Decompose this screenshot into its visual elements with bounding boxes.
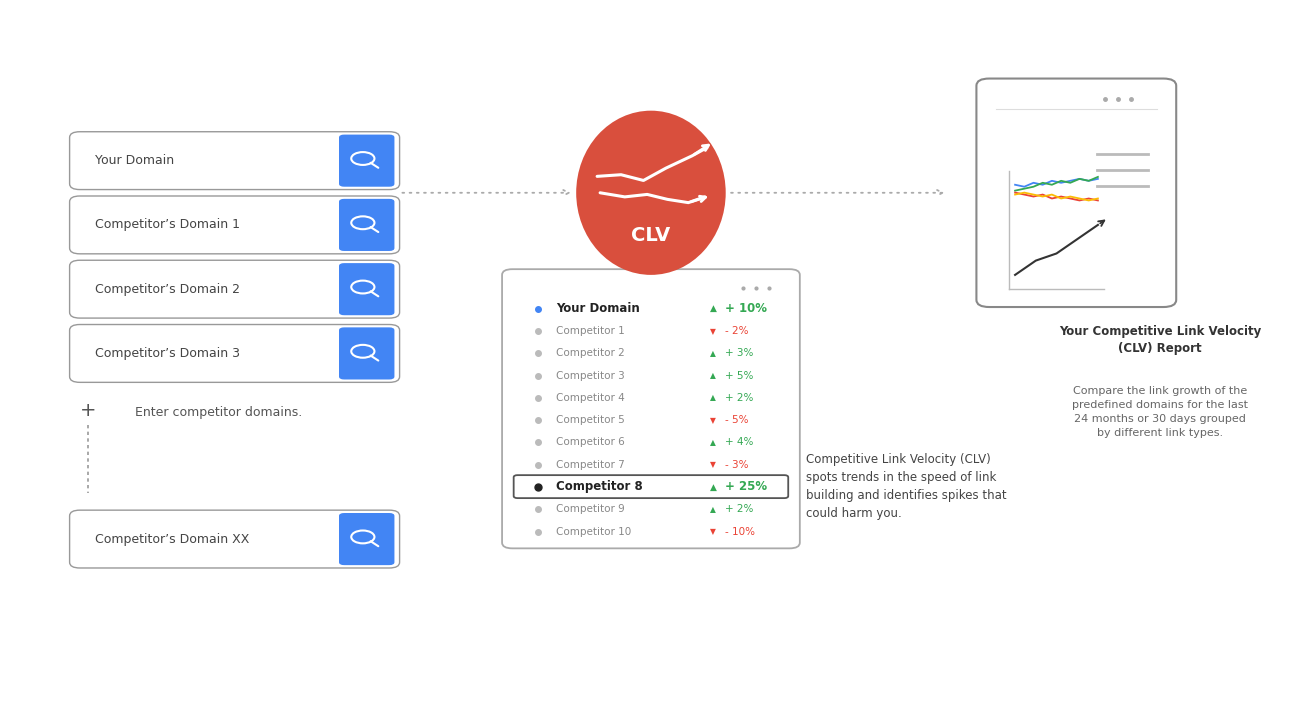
Text: ▲: ▲ — [709, 393, 715, 403]
Text: Your Competitive Link Velocity
(CLV) Report: Your Competitive Link Velocity (CLV) Rep… — [1060, 325, 1261, 355]
Text: Your Domain: Your Domain — [95, 154, 174, 167]
Text: ▼: ▼ — [709, 527, 715, 536]
Text: CLV: CLV — [632, 226, 670, 245]
Text: Competitor 2: Competitor 2 — [556, 348, 625, 358]
Text: Competitor 9: Competitor 9 — [556, 504, 625, 514]
Text: Competitor 5: Competitor 5 — [556, 415, 625, 426]
FancyBboxPatch shape — [339, 198, 394, 251]
FancyBboxPatch shape — [339, 134, 394, 187]
FancyBboxPatch shape — [339, 327, 394, 380]
FancyBboxPatch shape — [70, 261, 400, 318]
Text: + 10%: + 10% — [724, 302, 767, 316]
Text: Your Domain: Your Domain — [556, 302, 639, 316]
Text: Competitor’s Domain 3: Competitor’s Domain 3 — [95, 347, 240, 360]
Text: ▼: ▼ — [709, 416, 715, 425]
Text: Enter competitor domains.: Enter competitor domains. — [135, 406, 303, 419]
Text: Competitor 1: Competitor 1 — [556, 326, 625, 336]
Text: Competitor’s Domain 1: Competitor’s Domain 1 — [95, 218, 240, 231]
Text: + 25%: + 25% — [724, 481, 767, 493]
Text: ▲: ▲ — [709, 349, 715, 358]
Text: ▲: ▲ — [709, 438, 715, 447]
Text: ▼: ▼ — [709, 326, 715, 336]
FancyBboxPatch shape — [70, 196, 400, 253]
Text: Competitor’s Domain 2: Competitor’s Domain 2 — [95, 283, 240, 296]
Text: ▲: ▲ — [709, 371, 715, 380]
Text: + 2%: + 2% — [724, 504, 754, 514]
Text: Competitor’s Domain XX: Competitor’s Domain XX — [95, 533, 250, 545]
Text: + 2%: + 2% — [724, 393, 754, 403]
Text: + 5%: + 5% — [724, 371, 754, 381]
FancyBboxPatch shape — [503, 269, 799, 548]
Text: +: + — [80, 401, 95, 420]
Text: Competitor 4: Competitor 4 — [556, 393, 625, 403]
FancyBboxPatch shape — [70, 131, 400, 189]
Text: Competitor 6: Competitor 6 — [556, 438, 625, 448]
Text: + 4%: + 4% — [724, 438, 754, 448]
FancyBboxPatch shape — [339, 513, 394, 565]
FancyBboxPatch shape — [513, 475, 789, 498]
Text: - 2%: - 2% — [724, 326, 749, 336]
Text: Competitive Link Velocity (CLV)
spots trends in the speed of link
building and i: Competitive Link Velocity (CLV) spots tr… — [806, 453, 1007, 521]
Text: - 3%: - 3% — [724, 460, 749, 470]
Text: ▼: ▼ — [709, 461, 715, 469]
Text: ▲: ▲ — [709, 304, 717, 313]
FancyBboxPatch shape — [977, 79, 1176, 307]
FancyBboxPatch shape — [70, 510, 400, 568]
FancyBboxPatch shape — [70, 324, 400, 383]
Text: ▲: ▲ — [709, 483, 717, 491]
Text: Competitor 10: Competitor 10 — [556, 526, 632, 536]
Text: ▲: ▲ — [709, 505, 715, 514]
Text: - 10%: - 10% — [724, 526, 755, 536]
Ellipse shape — [576, 111, 726, 275]
Text: + 3%: + 3% — [724, 348, 754, 358]
Text: Competitor 8: Competitor 8 — [556, 481, 643, 493]
Text: Compare the link growth of the
predefined domains for the last
24 months or 30 d: Compare the link growth of the predefine… — [1072, 386, 1248, 438]
Text: - 5%: - 5% — [724, 415, 749, 426]
Text: Competitor 7: Competitor 7 — [556, 460, 625, 470]
FancyBboxPatch shape — [339, 263, 394, 316]
Text: Competitor 3: Competitor 3 — [556, 371, 625, 381]
